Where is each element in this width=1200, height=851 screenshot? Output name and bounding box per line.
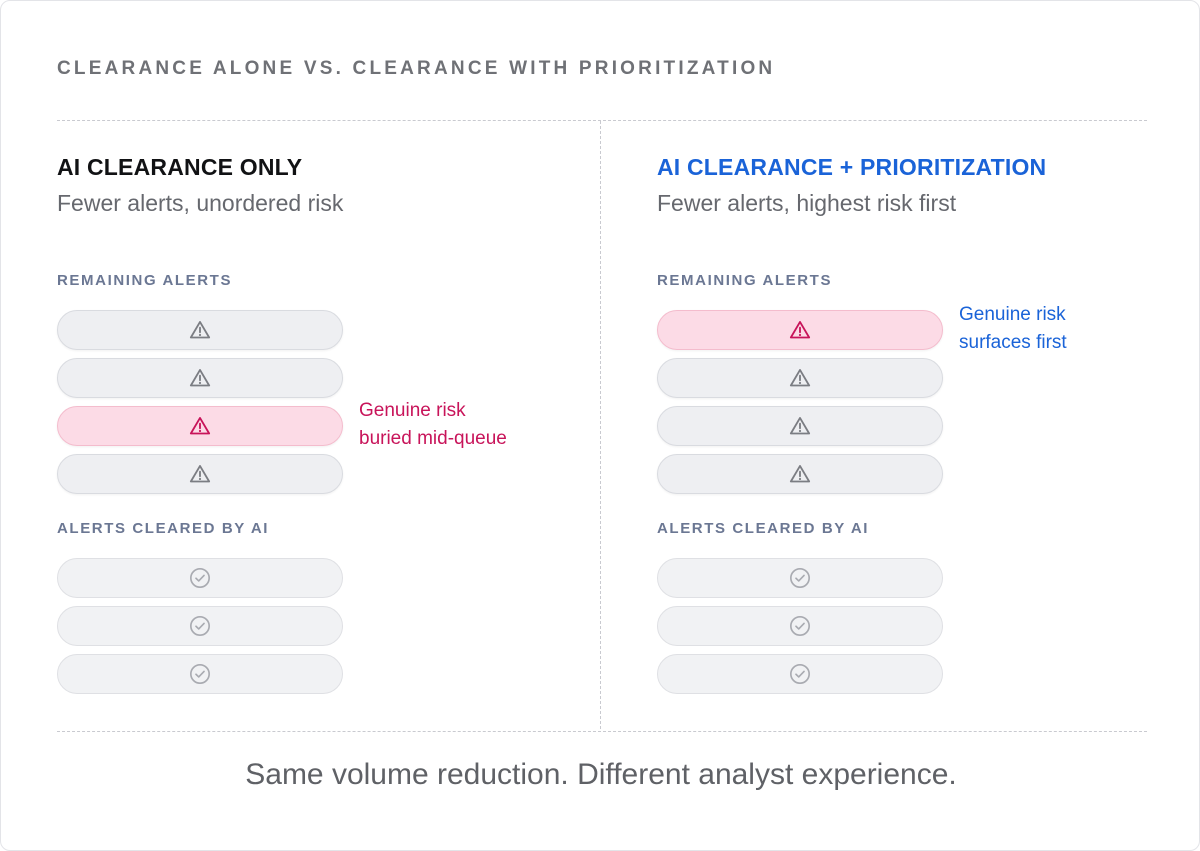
bottom-divider bbox=[57, 731, 1147, 732]
top-divider bbox=[57, 120, 1147, 121]
cleared-alerts-label: ALERTS CLEARED BY AI bbox=[657, 520, 870, 537]
cleared-alerts-label: ALERTS CLEARED BY AI bbox=[57, 520, 270, 537]
remaining-alerts-label: REMAINING ALERTS bbox=[657, 272, 833, 289]
warning-icon bbox=[189, 321, 211, 339]
check-circle-icon bbox=[790, 664, 810, 684]
panel-clearance-only: AI CLEARANCE ONLY Fewer alerts, unordere… bbox=[57, 1, 597, 731]
alert-row bbox=[57, 454, 343, 494]
alert-row bbox=[657, 358, 943, 398]
panel-clearance-prioritization: AI CLEARANCE + PRIORITIZATION Fewer aler… bbox=[657, 1, 1197, 731]
warning-icon bbox=[189, 369, 211, 387]
warning-icon bbox=[189, 465, 211, 483]
cleared-alert-row bbox=[57, 558, 343, 598]
alert-row bbox=[57, 310, 343, 350]
footer-caption: Same volume reduction. Different analyst… bbox=[245, 758, 957, 791]
header-title: CLEARANCE ALONE VS. CLEARANCE WITH PRIOR… bbox=[57, 58, 776, 79]
cleared-alert-row bbox=[657, 558, 943, 598]
remaining-alerts-label: REMAINING ALERTS bbox=[57, 272, 233, 289]
panel-subtitle: Fewer alerts, unordered risk bbox=[57, 190, 344, 216]
cleared-alert-row bbox=[57, 606, 343, 646]
annotation-line: surfaces first bbox=[959, 332, 1067, 353]
panel-title: AI CLEARANCE ONLY bbox=[57, 154, 303, 180]
annotation-risk-first: Genuine risk surfaces first bbox=[959, 301, 1067, 357]
warning-icon bbox=[789, 417, 811, 435]
cleared-alert-row bbox=[657, 606, 943, 646]
check-circle-icon bbox=[190, 664, 210, 684]
center-divider bbox=[600, 121, 601, 729]
check-circle-icon bbox=[790, 568, 810, 588]
warning-icon bbox=[789, 369, 811, 387]
annotation-line: Genuine risk bbox=[359, 400, 466, 421]
cleared-alert-row bbox=[57, 654, 343, 694]
annotation-line: buried mid-queue bbox=[359, 428, 507, 449]
warning-icon bbox=[189, 417, 211, 435]
panel-title: AI CLEARANCE + PRIORITIZATION bbox=[657, 154, 1047, 180]
check-circle-icon bbox=[790, 616, 810, 636]
warning-icon bbox=[789, 465, 811, 483]
alert-row bbox=[657, 454, 943, 494]
panel-subtitle: Fewer alerts, highest risk first bbox=[657, 190, 957, 216]
genuine-risk-alert-row bbox=[57, 406, 343, 446]
cleared-alert-row bbox=[657, 654, 943, 694]
annotation-buried-risk: Genuine risk buried mid-queue bbox=[359, 397, 507, 453]
warning-icon bbox=[789, 321, 811, 339]
alert-row bbox=[657, 406, 943, 446]
annotation-line: Genuine risk bbox=[959, 304, 1066, 325]
check-circle-icon bbox=[190, 568, 210, 588]
check-circle-icon bbox=[190, 616, 210, 636]
alert-row bbox=[57, 358, 343, 398]
genuine-risk-alert-row bbox=[657, 310, 943, 350]
